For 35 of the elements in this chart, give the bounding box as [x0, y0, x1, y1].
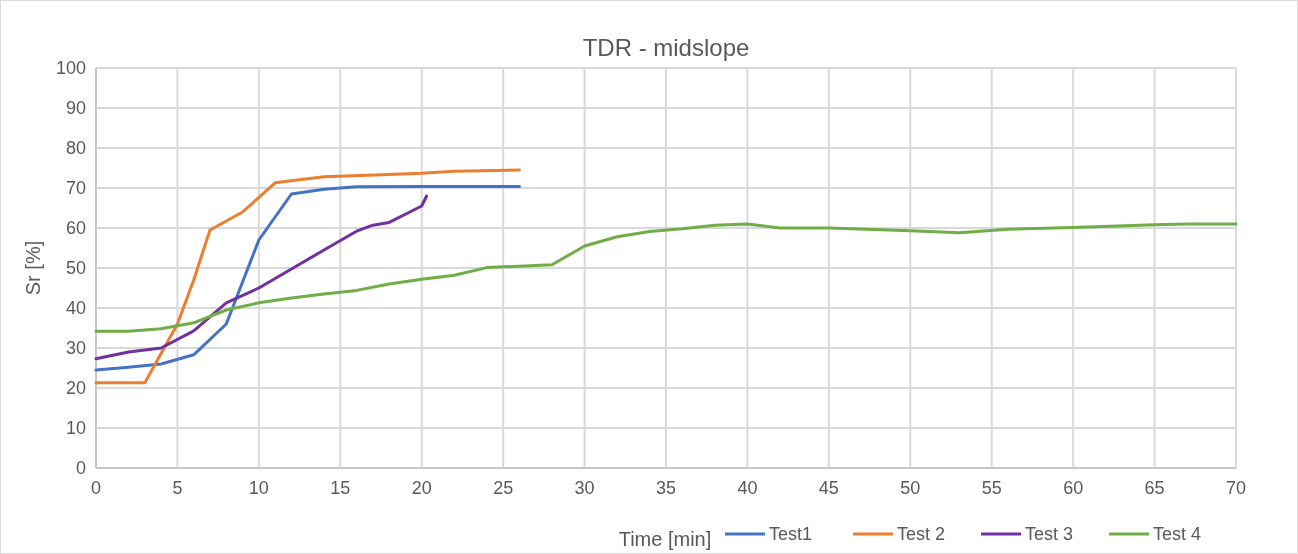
y-tick-label: 100: [55, 58, 86, 79]
x-tick-label: 25: [493, 478, 514, 498]
x-tick-label: 35: [655, 478, 677, 498]
legend-label: Test1: [769, 524, 813, 545]
x-tick-label: 20: [411, 478, 432, 498]
x-tick-label: 50: [900, 478, 921, 498]
x-tick-label: 5: [172, 478, 183, 498]
y-tick-label: 0: [75, 458, 86, 479]
x-tick-label: 70: [1225, 478, 1247, 498]
y-tick-label: 90: [65, 98, 86, 119]
x-tick-label: 55: [981, 478, 1002, 498]
y-tick-label: 70: [65, 178, 86, 199]
x-tick-label: 30: [574, 478, 595, 498]
x-tick-label: 0: [90, 478, 102, 498]
chart-title: TDR - midslope: [582, 34, 750, 61]
y-tick-label: 80: [65, 138, 86, 159]
x-tick-label: 10: [248, 478, 269, 498]
x-tick-label: 60: [1063, 478, 1084, 498]
line-series: [94, 194, 429, 361]
line-series: [94, 222, 1238, 333]
x-tick-label: 45: [818, 478, 839, 498]
y-axis-title: Sr [%]: [22, 240, 44, 296]
x-axis-title: Time [min]: [618, 528, 712, 550]
legend-label: Test 4: [1153, 524, 1202, 545]
y-tick-label: 30: [65, 338, 86, 359]
y-tick-label: 60: [65, 218, 86, 239]
legend-label: Test 2: [897, 524, 946, 545]
y-tick-label: 10: [65, 418, 86, 439]
x-tick-label: 40: [737, 478, 758, 498]
legend-label: Test 3: [1025, 524, 1074, 545]
x-tick-label: 65: [1144, 478, 1165, 498]
y-tick-label: 50: [65, 258, 86, 279]
x-tick-label: 15: [330, 478, 351, 498]
y-tick-label: 40: [65, 298, 86, 319]
y-tick-label: 20: [65, 378, 86, 399]
